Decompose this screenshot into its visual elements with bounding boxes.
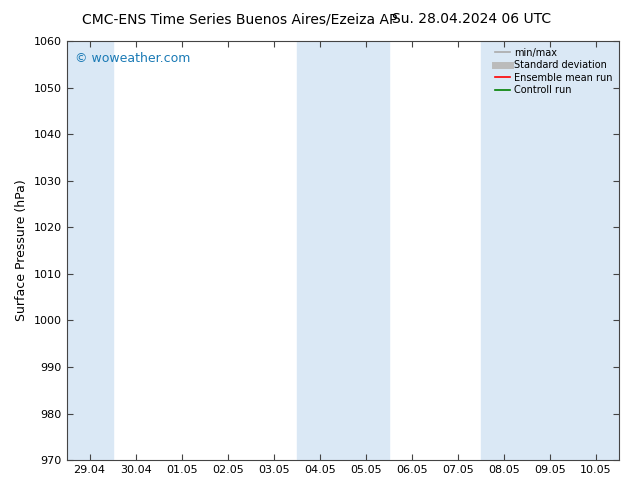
Text: © woweather.com: © woweather.com — [75, 51, 190, 65]
Legend: min/max, Standard deviation, Ensemble mean run, Controll run: min/max, Standard deviation, Ensemble me… — [493, 46, 614, 97]
Y-axis label: Surface Pressure (hPa): Surface Pressure (hPa) — [15, 180, 28, 321]
Bar — [481, 41, 619, 460]
Text: CMC-ENS Time Series Buenos Aires/Ezeiza AP: CMC-ENS Time Series Buenos Aires/Ezeiza … — [82, 12, 398, 26]
Text: Su. 28.04.2024 06 UTC: Su. 28.04.2024 06 UTC — [392, 12, 552, 26]
Bar — [297, 41, 389, 460]
Bar — [67, 41, 113, 460]
